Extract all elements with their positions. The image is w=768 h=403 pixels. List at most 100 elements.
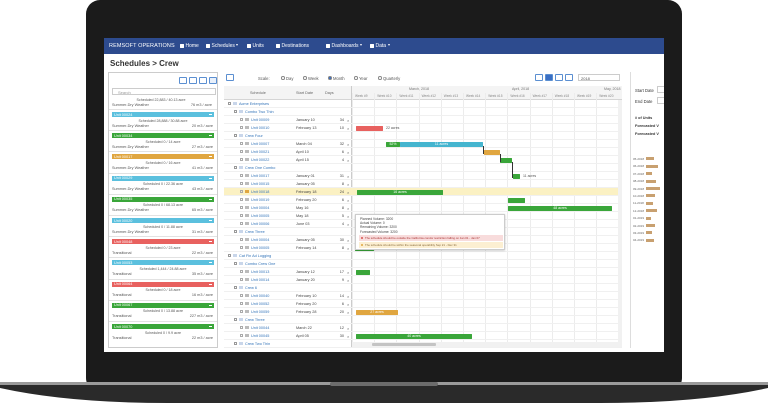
- gantt-row[interactable]: Unit 00010 February 13 10 ×: [224, 124, 622, 132]
- nav-label[interactable]: Schedules: [211, 43, 235, 49]
- gantt-row[interactable]: Unit 00014 January 20 9 ×: [224, 276, 622, 284]
- gantt-row[interactable]: Combo Two Thin: [224, 108, 622, 116]
- row-name[interactable]: Unit 00013: [251, 270, 270, 274]
- tree-toggle[interactable]: [234, 230, 237, 234]
- row-remove[interactable]: ×: [347, 237, 350, 243]
- row-name[interactable]: Crew Three: [245, 230, 265, 234]
- gantt-row[interactable]: Unit 00005 February 14 8 ×: [224, 244, 622, 252]
- h-scroll-thumb[interactable]: [372, 343, 436, 346]
- gantt-row[interactable]: Cat Fin Ad Logging: [224, 252, 622, 260]
- row-remove[interactable]: ×: [347, 325, 350, 331]
- gantt-row[interactable]: Unit 00019 February 20 6 ×: [224, 196, 622, 204]
- gantt-row[interactable]: Unit 00045 April 05 30 ×: [224, 332, 622, 340]
- row-checkbox[interactable]: [240, 190, 243, 194]
- gantt-row[interactable]: Crew Two Thin: [224, 340, 622, 348]
- gantt-row[interactable]: Unit 00007 March 04 32 ×: [224, 140, 622, 148]
- row-name[interactable]: Crew One Combo: [245, 166, 276, 170]
- unit-card[interactable]: Unit 00067 Scheduled 0 / 13.88 acre Transi…: [109, 299, 217, 321]
- view-button[interactable]: [535, 74, 543, 81]
- row-name[interactable]: Crew Four: [245, 134, 263, 138]
- row-name[interactable]: Unit 00014: [251, 278, 270, 282]
- gantt-row[interactable]: Unit 00059 February 28 20 ×: [224, 308, 622, 316]
- row-checkbox[interactable]: [240, 182, 243, 186]
- scale-radio[interactable]: [378, 76, 382, 80]
- nav-label[interactable]: Data: [375, 43, 387, 49]
- unit-card[interactable]: Unit 00034 Scheduled 0 / 14 acre Summer-Dr…: [109, 130, 217, 151]
- toolbar-button[interactable]: [199, 77, 207, 84]
- row-name[interactable]: Unit 00009: [251, 118, 270, 122]
- row-checkbox[interactable]: [240, 302, 243, 306]
- unit-card[interactable]: Unit 00035 Scheduled 0 / 68.13 acre Summer…: [109, 193, 217, 215]
- gantt-bar[interactable]: 11 acres: [400, 141, 483, 147]
- row-checkbox[interactable]: [240, 206, 243, 210]
- row-remove[interactable]: ×: [347, 293, 350, 299]
- row-remove[interactable]: ×: [347, 277, 350, 283]
- tree-toggle[interactable]: [228, 254, 231, 258]
- row-remove[interactable]: ×: [347, 221, 350, 227]
- toolbar-button[interactable]: [179, 77, 187, 84]
- gantt-row[interactable]: Combo Crew One: [224, 260, 622, 268]
- row-checkbox[interactable]: [240, 214, 243, 218]
- tree-toggle[interactable]: [234, 166, 237, 170]
- row-name[interactable]: Unit 00019: [251, 198, 270, 202]
- row-name[interactable]: Unit 00006: [251, 222, 270, 226]
- row-name[interactable]: Unit 00018: [251, 190, 270, 194]
- view-button[interactable]: [555, 74, 563, 81]
- gantt-row[interactable]: Unit 00044 March 22 12 ×: [224, 324, 622, 332]
- row-remove[interactable]: ×: [347, 173, 350, 179]
- nav-label[interactable]: Home: [185, 43, 199, 49]
- gantt-row[interactable]: Unit 00052 February 20 6 ×: [224, 300, 622, 308]
- gantt-bar[interactable]: 52%: [386, 141, 400, 147]
- tree-toggle[interactable]: [228, 102, 231, 106]
- row-remove[interactable]: ×: [347, 141, 350, 147]
- row-name[interactable]: Combo Crew One: [245, 262, 276, 266]
- row-remove[interactable]: ×: [347, 197, 350, 203]
- row-remove[interactable]: ×: [347, 309, 350, 315]
- row-name[interactable]: Unit 00017: [251, 174, 270, 178]
- row-name[interactable]: Unit 00005: [251, 214, 270, 218]
- tree-toggle[interactable]: [234, 262, 237, 266]
- scale-option[interactable]: Year: [359, 76, 368, 81]
- row-checkbox[interactable]: [240, 150, 243, 154]
- row-name[interactable]: Crew Three: [245, 318, 265, 322]
- row-remove[interactable]: ×: [347, 157, 350, 163]
- row-name[interactable]: Unit 00040: [251, 294, 270, 298]
- row-name[interactable]: Unit 00059: [251, 310, 270, 314]
- scale-option[interactable]: Week: [308, 76, 319, 81]
- row-name[interactable]: Unit 00005: [251, 246, 270, 250]
- row-name[interactable]: Cat Fin Ad Logging: [239, 254, 272, 258]
- tree-toggle[interactable]: [234, 134, 237, 138]
- row-remove[interactable]: ×: [347, 181, 350, 187]
- row-remove[interactable]: ×: [347, 189, 350, 195]
- row-checkbox[interactable]: [240, 246, 243, 250]
- scale-radio[interactable]: [354, 76, 358, 80]
- row-remove[interactable]: ×: [347, 301, 350, 307]
- row-checkbox[interactable]: [240, 270, 243, 274]
- gantt-bar[interactable]: 27 acres: [356, 309, 398, 315]
- row-name[interactable]: Combo Two Thin: [245, 110, 274, 114]
- gantt-bar[interactable]: 48 acres: [508, 205, 612, 211]
- row-remove[interactable]: ×: [347, 205, 350, 211]
- year-select[interactable]: 2018: [578, 74, 620, 81]
- unit-card[interactable]: Unit 00017 Scheduled 0 / 16 acre Summer-Dr…: [109, 151, 217, 172]
- row-checkbox[interactable]: [240, 334, 243, 338]
- row-checkbox[interactable]: [240, 294, 243, 298]
- row-name[interactable]: Unit 00021: [251, 150, 270, 154]
- nav-item[interactable]: Dashboards: [326, 43, 362, 49]
- nav-item[interactable]: Data: [370, 43, 390, 49]
- gantt-row[interactable]: Crew 6: [224, 284, 622, 292]
- row-name[interactable]: Unit 00022: [251, 158, 270, 162]
- unit-card[interactable]: Unit 00064 Scheduled 0 / 18 acre Transitio…: [109, 278, 217, 300]
- gantt-bar[interactable]: 22 acres: [356, 125, 399, 131]
- scale-radio[interactable]: [281, 76, 285, 80]
- gantt-row[interactable]: Unit 00022 April 15 4 ×: [224, 156, 622, 164]
- gantt-row[interactable]: Unit 00040 February 10 14 ×: [224, 292, 622, 300]
- gantt-row[interactable]: Unit 00009 January 10 34 ×: [224, 116, 622, 124]
- row-name[interactable]: Acme Enterprises: [239, 102, 269, 106]
- row-checkbox[interactable]: [240, 158, 243, 162]
- row-remove[interactable]: ×: [347, 245, 350, 251]
- brand[interactable]: REMSOFT OPERATIONS: [109, 43, 175, 49]
- row-name[interactable]: Unit 00045: [251, 334, 270, 338]
- row-remove[interactable]: ×: [347, 213, 350, 219]
- row-name[interactable]: Unit 00052: [251, 302, 270, 306]
